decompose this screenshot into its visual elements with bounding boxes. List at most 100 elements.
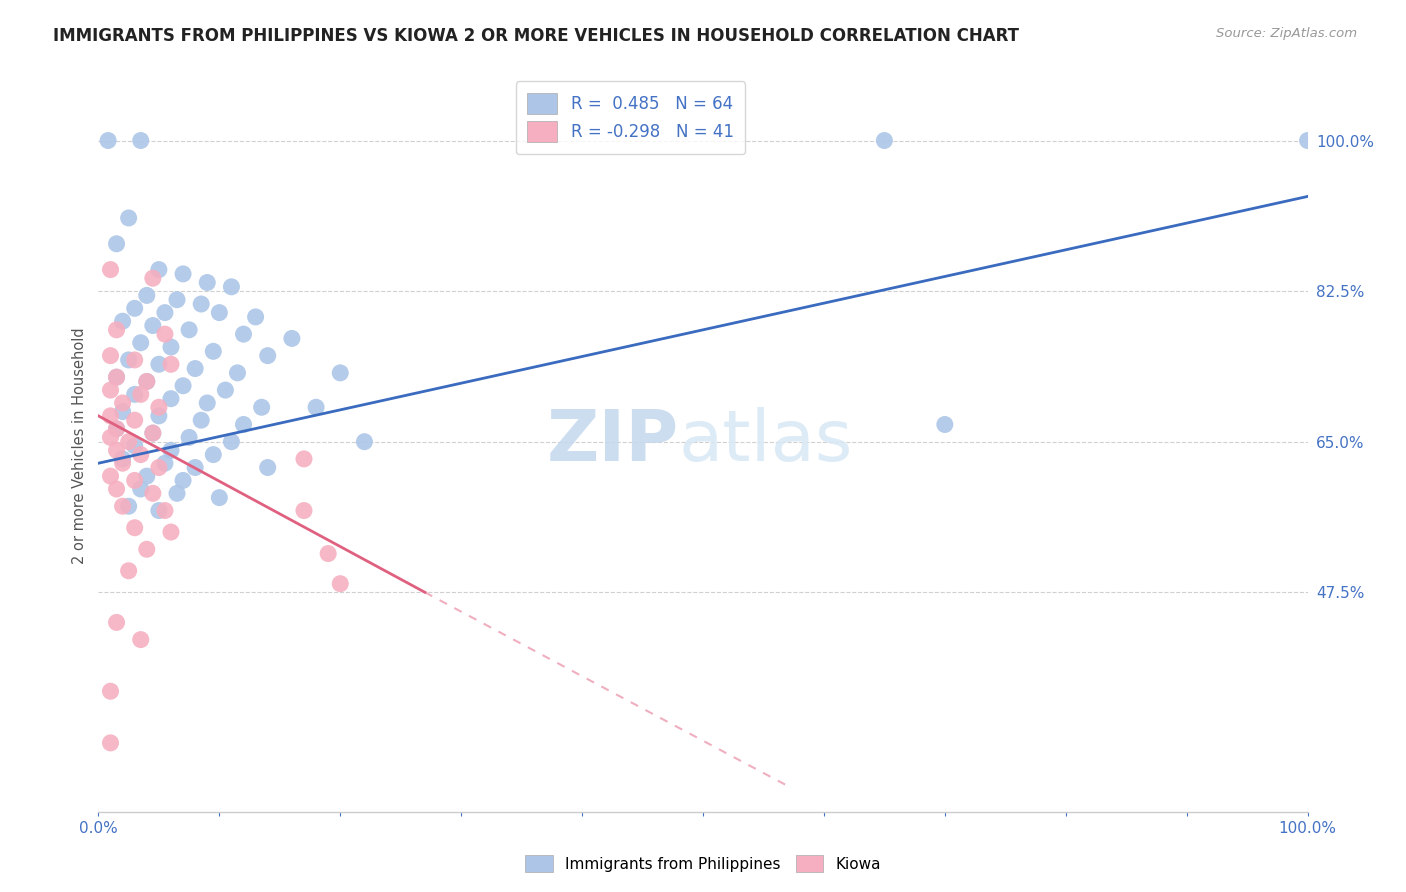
- Point: [166, 293, 188, 307]
- Point: [160, 443, 183, 458]
- Point: [124, 413, 146, 427]
- Point: [135, 542, 157, 557]
- Point: [100, 349, 122, 363]
- Point: [148, 409, 170, 423]
- Point: [353, 434, 375, 449]
- Point: [166, 486, 188, 500]
- Point: [100, 469, 122, 483]
- Text: atlas: atlas: [679, 407, 853, 476]
- Point: [124, 301, 146, 316]
- Point: [934, 417, 956, 432]
- Point: [142, 486, 165, 500]
- Point: [292, 451, 315, 466]
- Point: [111, 404, 134, 418]
- Point: [124, 521, 146, 535]
- Point: [142, 426, 165, 441]
- Point: [873, 134, 896, 148]
- Point: [153, 456, 176, 470]
- Legend: Immigrants from Philippines, Kiowa: Immigrants from Philippines, Kiowa: [517, 847, 889, 880]
- Point: [105, 422, 128, 436]
- Point: [190, 297, 212, 311]
- Point: [221, 280, 243, 294]
- Point: [129, 335, 152, 350]
- Point: [292, 503, 315, 517]
- Point: [221, 434, 243, 449]
- Point: [124, 439, 146, 453]
- Point: [208, 491, 231, 505]
- Point: [195, 396, 218, 410]
- Point: [184, 460, 207, 475]
- Point: [160, 392, 183, 406]
- Point: [226, 366, 249, 380]
- Legend: R =  0.485   N = 64, R = -0.298   N = 41: R = 0.485 N = 64, R = -0.298 N = 41: [516, 81, 745, 154]
- Point: [160, 524, 183, 539]
- Point: [129, 448, 152, 462]
- Point: [105, 236, 128, 251]
- Point: [100, 736, 122, 750]
- Point: [329, 576, 352, 591]
- Point: [129, 134, 152, 148]
- Point: [118, 353, 141, 368]
- Point: [245, 310, 267, 324]
- Point: [97, 134, 120, 148]
- Point: [232, 417, 254, 432]
- Point: [1296, 134, 1319, 148]
- Point: [148, 262, 170, 277]
- Point: [329, 366, 352, 380]
- Point: [129, 632, 152, 647]
- Point: [111, 500, 134, 514]
- Point: [100, 684, 122, 698]
- Point: [124, 474, 146, 488]
- Point: [148, 401, 170, 415]
- Point: [129, 482, 152, 496]
- Point: [118, 500, 141, 514]
- Point: [172, 474, 194, 488]
- Point: [111, 396, 134, 410]
- Point: [202, 344, 225, 359]
- Point: [105, 443, 128, 458]
- Point: [135, 288, 157, 302]
- Point: [100, 430, 122, 444]
- Text: IMMIGRANTS FROM PHILIPPINES VS KIOWA 2 OR MORE VEHICLES IN HOUSEHOLD CORRELATION: IMMIGRANTS FROM PHILIPPINES VS KIOWA 2 O…: [53, 27, 1019, 45]
- Point: [142, 271, 165, 285]
- Point: [129, 387, 152, 401]
- Point: [153, 327, 176, 342]
- Point: [190, 413, 212, 427]
- Point: [148, 503, 170, 517]
- Point: [316, 547, 339, 561]
- Text: ZIP: ZIP: [547, 407, 679, 476]
- Point: [118, 564, 141, 578]
- Point: [111, 451, 134, 466]
- Text: Source: ZipAtlas.com: Source: ZipAtlas.com: [1216, 27, 1357, 40]
- Point: [195, 276, 218, 290]
- Point: [105, 422, 128, 436]
- Point: [250, 401, 273, 415]
- Point: [111, 314, 134, 328]
- Point: [160, 357, 183, 371]
- Point: [118, 211, 141, 225]
- Point: [100, 383, 122, 397]
- Point: [111, 456, 134, 470]
- Point: [214, 383, 236, 397]
- Point: [100, 262, 122, 277]
- Point: [281, 331, 304, 345]
- Point: [153, 503, 176, 517]
- Point: [148, 357, 170, 371]
- Point: [184, 361, 207, 376]
- Point: [105, 323, 128, 337]
- Point: [135, 469, 157, 483]
- Point: [153, 305, 176, 319]
- Point: [135, 375, 157, 389]
- Point: [179, 323, 201, 337]
- Point: [160, 340, 183, 354]
- Point: [105, 370, 128, 384]
- Point: [105, 615, 128, 630]
- Point: [256, 349, 278, 363]
- Point: [202, 448, 225, 462]
- Point: [172, 378, 194, 392]
- Point: [179, 430, 201, 444]
- Y-axis label: 2 or more Vehicles in Household: 2 or more Vehicles in Household: [72, 327, 87, 565]
- Point: [208, 305, 231, 319]
- Point: [124, 353, 146, 368]
- Point: [232, 327, 254, 342]
